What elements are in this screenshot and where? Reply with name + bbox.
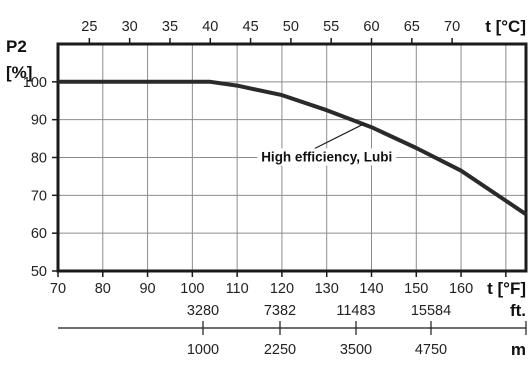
x-c-tick-label: 25	[81, 19, 97, 35]
x-c-tick-label: 60	[363, 19, 379, 35]
x-c-tick-label: 55	[323, 19, 339, 35]
altitude-m-label: 4750	[415, 342, 447, 358]
x-f-tick-label: 150	[404, 281, 428, 297]
annotation-layer: High efficiency, Lubi	[257, 122, 397, 166]
x-f-unit-label: t [°F]	[487, 279, 526, 298]
x-c-tick-label: 35	[162, 19, 178, 35]
x-f-tick-label: 110	[226, 281, 249, 297]
annotation-leader	[314, 122, 366, 150]
series-layer	[57, 79, 528, 216]
x-c-tick-label: 65	[404, 19, 420, 35]
x-c-tick-label: 45	[243, 19, 259, 35]
y-tick-label: 60	[31, 226, 47, 242]
x-c-tick-label: 30	[122, 19, 138, 35]
altitude-m-unit: m	[511, 340, 526, 359]
altitude-ft-unit: ft.	[510, 301, 526, 320]
annotation-label-background	[257, 148, 397, 166]
tick-layer: 70 80 90 100 110 120 130 140 150 160 t [°F] 25 30 35 4…	[6, 17, 526, 298]
altitude-ft-label: 7382	[264, 303, 296, 319]
series-line-high-efficiency	[58, 79, 528, 216]
altitude-scale: 3280 1000 7382 2250 11483 3500 15584 4750 ft. m	[58, 301, 527, 359]
altitude-ft-label: 11483	[336, 303, 375, 319]
x-f-tick-label: 160	[449, 281, 473, 297]
altitude-m-label: 2250	[264, 342, 296, 358]
x-c-tick-label: 70	[444, 19, 460, 35]
y-tick-label: 90	[31, 113, 47, 129]
x-f-tick-label: 100	[180, 281, 204, 297]
x-f-tick-label: 80	[95, 281, 111, 297]
altitude-ft-label: 15584	[411, 303, 451, 319]
y-tick-label: 80	[31, 151, 47, 167]
y-axis-title: P2	[6, 37, 27, 56]
x-c-tick-label: 40	[202, 19, 218, 35]
x-c-tick-label: 50	[283, 19, 299, 35]
y-tick-label: 100	[23, 75, 47, 91]
x-f-tick-label: 140	[359, 281, 383, 297]
x-f-tick-label: 130	[315, 281, 339, 297]
y-tick-label: 50	[31, 264, 47, 280]
series-label-high-efficiency: High efficiency, Lubi	[261, 150, 392, 165]
altitude-ft-label: 3280	[187, 303, 219, 319]
altitude-m-label: 1000	[187, 342, 219, 358]
x-f-tick-label: 90	[139, 281, 155, 297]
x-f-tick-label: 120	[270, 281, 294, 297]
x-f-tick-label: 70	[50, 281, 66, 297]
y-tick-label: 70	[31, 188, 47, 204]
y-axis-unit: [%]	[6, 63, 32, 82]
x-c-unit-label: t [°C]	[485, 17, 526, 36]
altitude-m-label: 3500	[340, 342, 372, 358]
